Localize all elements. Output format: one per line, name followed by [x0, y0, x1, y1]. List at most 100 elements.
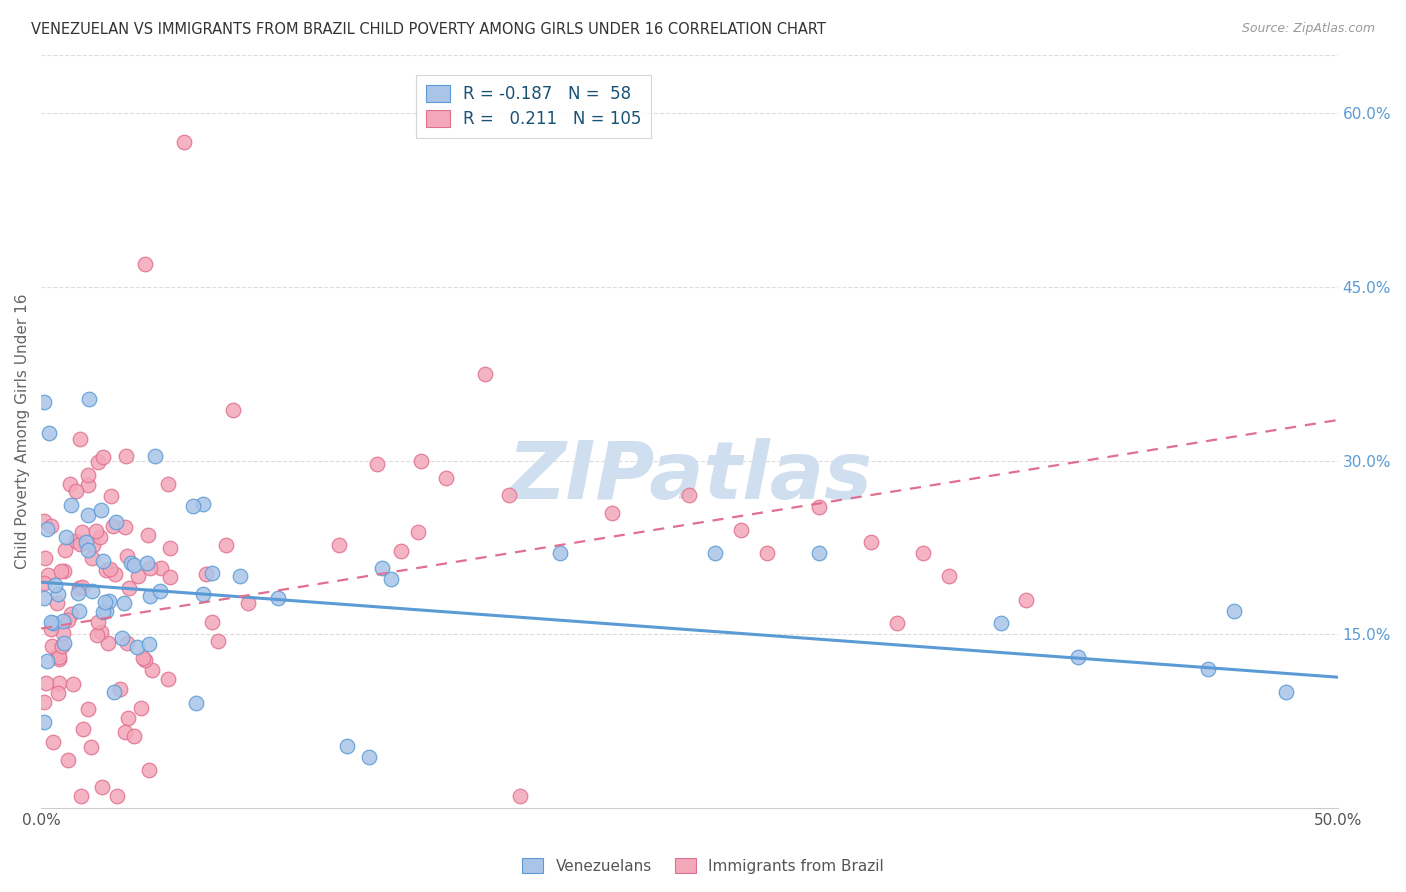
Point [48, 649, 70, 664]
Point [156, 673, 179, 687]
Point [32, 715, 55, 730]
Point [366, 457, 388, 471]
Point [115, 636, 138, 650]
Point [200, 566, 222, 581]
Point [37, 654, 59, 668]
Point [704, 546, 727, 560]
Point [39, 518, 62, 533]
Point [32, 395, 55, 409]
Point [214, 538, 236, 552]
Point [145, 449, 167, 463]
Point [103, 685, 125, 699]
Point [46, 647, 69, 661]
Point [105, 515, 128, 529]
Point [46, 587, 69, 601]
Point [104, 566, 127, 581]
Point [371, 561, 394, 575]
Point [548, 546, 571, 560]
Point [808, 546, 831, 560]
Point [49, 564, 72, 578]
Point [66, 586, 89, 600]
Point [91, 780, 114, 794]
Point [389, 543, 412, 558]
Point [911, 546, 934, 560]
Point [94, 595, 117, 609]
Point [1015, 592, 1038, 607]
Point [186, 696, 208, 710]
Point [48, 676, 70, 690]
Point [859, 534, 882, 549]
Point [65, 534, 87, 549]
Point [886, 615, 908, 630]
Point [411, 454, 433, 468]
Point [80, 583, 103, 598]
Point [34, 550, 56, 565]
Point [229, 568, 252, 582]
Point [1274, 685, 1296, 699]
Point [114, 520, 136, 534]
Point [149, 584, 172, 599]
Point [46, 686, 69, 700]
Point [138, 637, 160, 651]
Point [93, 450, 115, 464]
Point [112, 596, 135, 610]
Point [115, 549, 138, 563]
Point [58, 753, 80, 767]
Point [110, 682, 132, 697]
Point [52, 564, 75, 578]
Point [87, 615, 110, 629]
Point [90, 503, 112, 517]
Point [93, 554, 115, 568]
Point [1197, 662, 1219, 676]
Point [87, 455, 110, 469]
Point [181, 499, 204, 513]
Point [138, 763, 160, 777]
Point [75, 534, 97, 549]
Point [67, 604, 90, 618]
Point [53, 542, 76, 557]
Point [938, 569, 960, 583]
Point [76, 508, 98, 523]
Legend: Venezuelans, Immigrants from Brazil: Venezuelans, Immigrants from Brazil [516, 852, 890, 880]
Point [159, 541, 181, 555]
Point [59, 476, 82, 491]
Point [41, 640, 63, 654]
Point [89, 530, 111, 544]
Point [808, 500, 831, 514]
Point [37, 567, 59, 582]
Point [97, 636, 120, 650]
Point [76, 702, 98, 716]
Point [82, 551, 104, 566]
Point [111, 632, 134, 646]
Point [77, 392, 100, 406]
Point [42, 734, 65, 748]
Point [32, 514, 55, 528]
Point [77, 478, 100, 492]
Point [117, 711, 139, 725]
Point [159, 570, 181, 584]
Point [103, 519, 125, 533]
Point [221, 403, 243, 417]
Point [58, 613, 80, 627]
Point [207, 634, 229, 648]
Point [730, 523, 752, 537]
Point [138, 589, 160, 603]
Point [129, 700, 152, 714]
Point [118, 581, 141, 595]
Point [1067, 650, 1090, 665]
Point [125, 640, 148, 654]
Point [62, 676, 84, 690]
Point [474, 368, 496, 382]
Point [114, 725, 136, 739]
Point [195, 566, 218, 581]
Point [53, 636, 76, 650]
Point [82, 538, 104, 552]
Point [39, 623, 62, 637]
Point [72, 722, 94, 736]
Point [115, 449, 138, 463]
Point [70, 525, 93, 540]
Legend: R = -0.187   N =  58, R =   0.211   N = 105: R = -0.187 N = 58, R = 0.211 N = 105 [416, 75, 651, 137]
Point [86, 628, 108, 642]
Point [380, 573, 402, 587]
Point [201, 615, 224, 630]
